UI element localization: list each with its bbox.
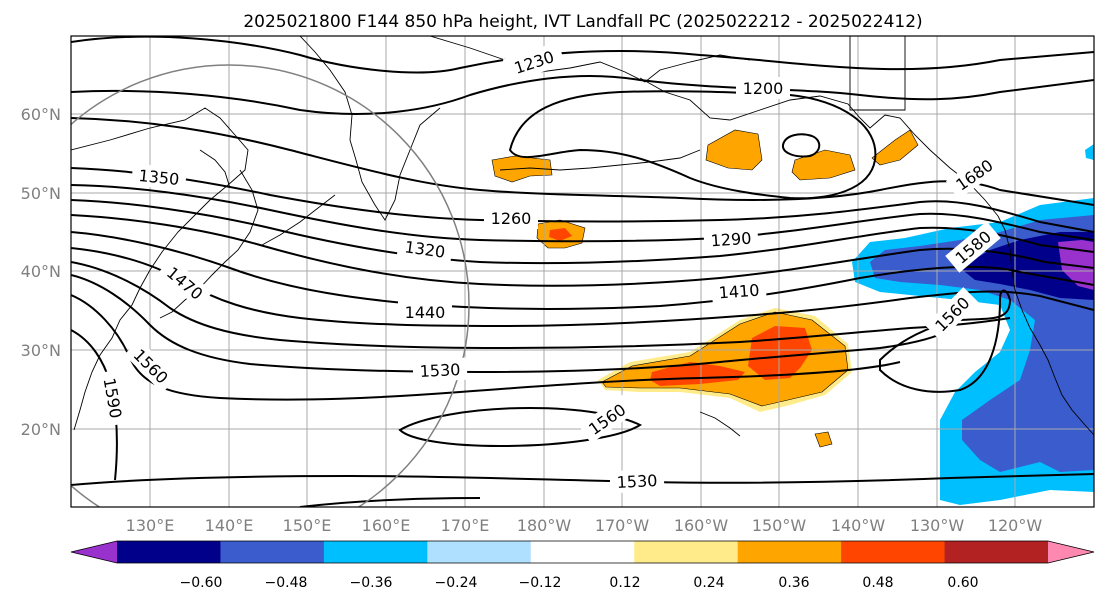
lon-label: 130°W [910, 516, 965, 535]
ivt-positive-region [871, 129, 919, 166]
colorbar-tick-label: −0.48 [265, 575, 308, 591]
map-frame [70, 35, 1095, 508]
colorbar-tick-label: 0.48 [862, 575, 893, 591]
lon-label: 180°W [517, 516, 572, 535]
colorbar-tick-label: −0.36 [350, 575, 393, 591]
coastline-alaska [639, 77, 999, 217]
height-contour [299, 497, 481, 507]
colorbar-ticks: −0.60 −0.48 −0.36 −0.24 −0.12 0.12 0.24 … [180, 575, 979, 591]
contour-label: 1530 [419, 360, 461, 381]
lon-label: 130°E [126, 516, 175, 535]
lon-label: 160°E [362, 516, 411, 535]
colorbar-tick-label: −0.24 [435, 575, 478, 591]
lat-label: 60°N [21, 105, 61, 124]
map-panel: 1230 1200 1350 1260 1320 1290 1470 1410 … [70, 35, 1095, 508]
ivt-positive-region-inner [650, 362, 745, 386]
map-title: 2025021800 F144 850 hPa height, IVT Land… [243, 12, 922, 32]
coastline-north-america [997, 215, 1094, 436]
contour-label: 1290 [710, 229, 752, 251]
contour-label: 1530 [616, 471, 658, 492]
lon-label: 170°E [441, 516, 490, 535]
lon-label: 140°W [831, 516, 886, 535]
height-contour [71, 214, 1094, 287]
colorbar-extend-low [71, 541, 117, 563]
colorbar-tick-label: 0.36 [778, 575, 809, 591]
coastline-siberia-east [429, 36, 751, 83]
height-contour [71, 199, 1094, 265]
height-contour [71, 117, 1094, 206]
colorbar-extend-high [1048, 541, 1094, 563]
colorbar-segments [70, 540, 1095, 564]
colorbar-tick-label: −0.12 [519, 575, 562, 591]
height-contour [71, 473, 1094, 486]
height-contour [398, 406, 643, 448]
coastline-sakhalin [199, 149, 231, 189]
colorbar-segment [323, 541, 428, 563]
colorbar-tick-label: 0.12 [609, 575, 640, 591]
colorbar-tick-label: −0.60 [180, 575, 223, 591]
contour-label: 1200 [743, 79, 784, 98]
lat-label: 20°N [21, 420, 61, 439]
colorbar-segment [841, 541, 946, 563]
colorbar-segment [634, 541, 739, 563]
colorbar-segment [427, 541, 532, 563]
height-contour [71, 167, 1094, 233]
coastline-aleutians [499, 149, 701, 171]
coastline-japan [159, 169, 259, 319]
height-contour [71, 36, 1094, 74]
ivt-positive-region [814, 431, 833, 448]
height-contour [71, 184, 1094, 243]
ivt-positive-region-inner [549, 228, 572, 241]
contour-label: 1350 [138, 166, 180, 189]
colorbar-segment [530, 541, 635, 563]
lon-label: 120°W [988, 516, 1043, 535]
colorbar-segment [117, 541, 221, 563]
colorbar-tick-label: 0.60 [947, 575, 978, 591]
lon-label: 140°E [205, 516, 254, 535]
colorbar-segment [220, 541, 325, 563]
range-circle [71, 64, 470, 507]
lon-label: 150°W [752, 516, 807, 535]
colorbar-segment [944, 541, 1049, 563]
height-contour [71, 231, 1094, 310]
height-contour [71, 74, 1094, 116]
latitude-labels: 60°N 50°N 40°N 30°N 20°N [21, 105, 61, 439]
contour-label: 1410 [718, 281, 760, 303]
colorbar-tick-label: 0.24 [693, 575, 724, 591]
lon-label: 150°E [283, 516, 332, 535]
coastline-hawaii [699, 411, 741, 437]
height-contour [71, 274, 951, 374]
longitude-labels: 130°E 140°E 150°E 160°E 170°E 180°W 170°… [126, 516, 1043, 535]
ivt-positive-region [705, 129, 763, 171]
coastline-canada [849, 36, 906, 111]
lat-label: 50°N [21, 184, 61, 203]
height-contour [508, 90, 877, 200]
lat-label: 30°N [21, 341, 61, 360]
ivt-negative-region [1085, 144, 1094, 160]
height-contour [782, 133, 821, 158]
colorbar-segment [737, 541, 842, 563]
colorbar: −0.60 −0.48 −0.36 −0.24 −0.12 0.12 0.24 … [70, 540, 1095, 591]
ivt-positive-region [791, 149, 856, 181]
lat-label: 40°N [21, 262, 61, 281]
colorbar-outline [70, 540, 1095, 564]
lon-label: 160°W [674, 516, 729, 535]
coastline-kamchatka [299, 36, 441, 221]
height-contour [71, 261, 1011, 350]
lon-label: 170°W [595, 516, 650, 535]
coastlines [71, 36, 1094, 437]
contour-label: 1260 [491, 209, 532, 228]
contour-label: 1440 [405, 303, 446, 322]
